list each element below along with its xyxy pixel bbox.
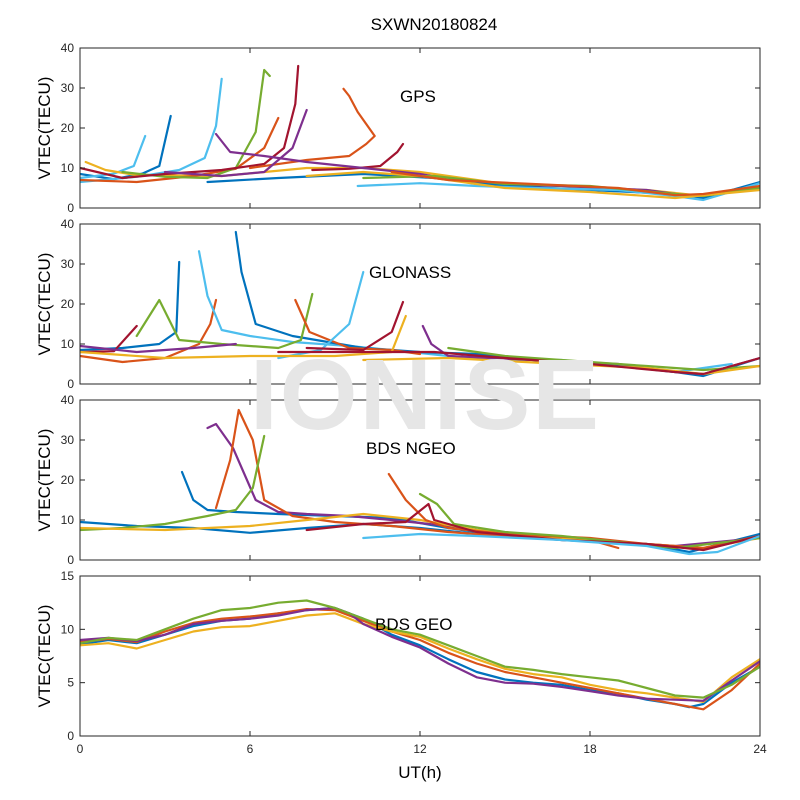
- series-line-3: [80, 606, 760, 702]
- series-line-9: [163, 108, 308, 178]
- series-line-9: [362, 532, 760, 556]
- x-axis-label: UT(h): [398, 763, 441, 782]
- y-tick-label: 0: [67, 553, 74, 567]
- series-line-8: [305, 502, 760, 552]
- series-line-0: [80, 298, 218, 364]
- y-tick-label: 20: [61, 297, 75, 311]
- y-tick-label: 20: [61, 121, 75, 135]
- series-line-8: [248, 87, 376, 170]
- y-tick-label: 40: [61, 393, 75, 407]
- series-group: [80, 230, 760, 378]
- series-line-14: [305, 170, 760, 200]
- panel-label: BDS NGEO: [366, 439, 456, 458]
- series-line-7: [277, 270, 365, 360]
- x-tick-label: 6: [247, 742, 254, 756]
- panel-0: 0 10 20 30 40 VTEC(TECU) GPS: [35, 41, 761, 215]
- series-line-5: [135, 292, 314, 350]
- y-axis-label: VTEC(TECU): [35, 77, 54, 180]
- series-line-12: [356, 182, 760, 202]
- chart-title: SXWN20180824: [371, 15, 498, 34]
- x-tick-label: 18: [583, 742, 597, 756]
- series-line-11: [80, 314, 407, 360]
- plot-area: [80, 224, 760, 384]
- y-tick-label: 0: [67, 729, 74, 743]
- y-tick-label: 10: [61, 513, 75, 527]
- series-line-7: [311, 142, 405, 172]
- series-line-8: [305, 300, 405, 352]
- y-tick-label: 20: [61, 473, 75, 487]
- panel-3: 0 5 10 15 0 6 12 18 24 VTEC(TECU) BDS GEO: [35, 569, 767, 756]
- series-line-6: [80, 64, 300, 180]
- plot-area: [80, 400, 760, 560]
- series-group: [80, 64, 760, 202]
- series-line-2: [80, 612, 760, 703]
- series-group: [80, 408, 760, 556]
- series-line-14: [277, 350, 760, 376]
- y-tick-label: 40: [61, 41, 75, 55]
- x-tick-label: 12: [413, 742, 427, 756]
- y-axis-label: VTEC(TECU): [35, 605, 54, 708]
- panel-label: BDS GEO: [375, 615, 452, 634]
- panel-label: GLONASS: [369, 263, 451, 282]
- y-axis-label: VTEC(TECU): [35, 429, 54, 532]
- plot-area: [80, 48, 760, 208]
- y-tick-label: 40: [61, 217, 75, 231]
- y-tick-label: 5: [67, 676, 74, 690]
- series-line-2: [80, 134, 147, 180]
- plot-area: [80, 576, 760, 736]
- y-tick-label: 0: [67, 377, 74, 391]
- y-tick-label: 10: [61, 161, 75, 175]
- y-tick-label: 30: [61, 433, 75, 447]
- panel-label: GPS: [400, 87, 436, 106]
- y-axis-label: VTEC(TECU): [35, 253, 54, 356]
- series-line-4: [80, 599, 760, 699]
- y-tick-label: 10: [61, 622, 75, 636]
- series-line-15: [390, 170, 760, 197]
- chart-panels: 0 10 20 30 40 VTEC(TECU) GPS 0 10 20 30 40 VTEC(TECU…: [35, 41, 767, 756]
- y-tick-label: 10: [61, 337, 75, 351]
- panel-2: 0 10 20 30 40 VTEC(TECU) BDS NGEO: [35, 393, 761, 567]
- y-tick-label: 30: [61, 81, 75, 95]
- panel-1: 0 10 20 30 40 VTEC(TECU) GLONASS: [35, 217, 761, 391]
- series-line-9: [80, 342, 237, 354]
- series-group: [80, 599, 760, 711]
- y-tick-label: 0: [67, 201, 74, 215]
- series-line-12: [447, 346, 760, 372]
- y-tick-label: 30: [61, 257, 75, 271]
- series-line-4: [80, 116, 280, 184]
- x-tick-label: 0: [77, 742, 84, 756]
- x-tick-label: 24: [753, 742, 767, 756]
- y-tick-label: 15: [61, 569, 75, 583]
